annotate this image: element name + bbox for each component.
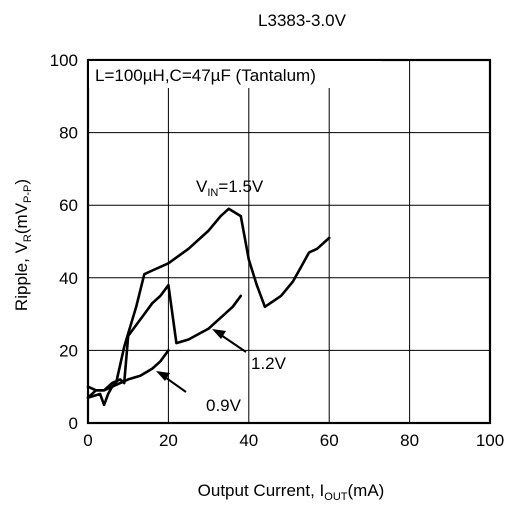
conditions-box [89,61,381,88]
y-axis-label: Ripple, VR(mVP-P) [12,179,34,311]
label-vin-1.5v: VIN=1.5V [196,177,264,199]
x-tick-labels: 0 20 40 60 80 100 [83,431,504,450]
vin-v: V [196,177,208,196]
chart-title: L3383-3.0V [258,11,347,30]
y-tick-label: 20 [59,341,78,360]
vin-sub: IN [207,187,218,199]
x-tick-label: 20 [159,431,178,450]
y-tick-label: 0 [69,414,78,433]
y-tick-label: 60 [59,196,78,215]
y-tick-labels: 0 20 40 60 80 100 [50,51,78,433]
vin-rest: =1.5V [218,177,264,196]
plot-frame [86,58,492,425]
x-tick-label: 100 [476,431,504,450]
x-tick-label: 0 [83,431,92,450]
series-line-1 [86,283,243,399]
y-tick-label: 80 [59,124,78,143]
x-tick-label: 80 [400,431,419,450]
y-tick-label: 40 [59,269,78,288]
conditions-label: L=100µH,C=47µF (Tantalum) [95,66,316,85]
series-lines [86,207,331,407]
x-tick-label: 40 [239,431,258,450]
grid [88,60,490,423]
y-tick-label: 100 [50,51,78,70]
arrow-0.9v [156,371,187,393]
label-0.9v: 0.9V [206,396,242,415]
x-axis-label: Output Current, IOUT(mA) [198,481,385,503]
x-tick-label: 60 [320,431,339,450]
arrow-1.2v [212,329,247,353]
label-1.2v: 1.2V [251,354,287,373]
series-line-2 [86,349,170,392]
